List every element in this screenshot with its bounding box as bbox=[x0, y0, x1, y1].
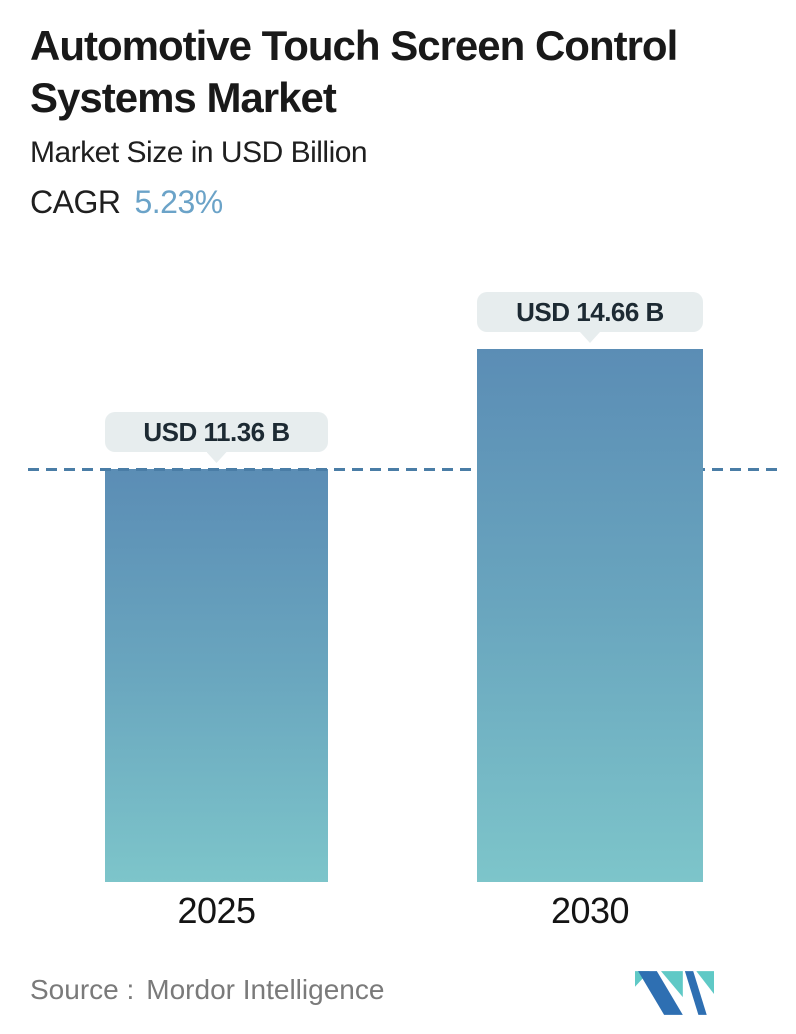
x-axis-label-2030: 2030 bbox=[550, 890, 630, 931]
logo-teal-wedge-top-left bbox=[635, 971, 650, 987]
tooltip-pointer bbox=[580, 332, 600, 343]
bar-group-2025: USD 11.36 B 2025 bbox=[105, 412, 328, 931]
cagr-label: CAGR bbox=[30, 184, 121, 220]
logo-blue-main-diagonal bbox=[638, 971, 683, 1015]
value-label-text: USD 14.66 B bbox=[516, 297, 664, 327]
tooltip-pointer bbox=[206, 452, 227, 463]
source-label: Source : bbox=[30, 974, 135, 1005]
bar-2025 bbox=[105, 469, 328, 882]
chart-subtitle: Market Size in USD Billion bbox=[30, 136, 368, 169]
cagr-row: CAGR 5.23% bbox=[30, 184, 223, 221]
reference-dashed-line bbox=[28, 468, 780, 471]
page-title: Automotive Touch Screen Control Systems … bbox=[30, 22, 678, 122]
logo-blue-right-diagonal bbox=[684, 971, 707, 1015]
source-name: Mordor Intelligence bbox=[146, 974, 385, 1005]
logo-teal-middle-triangle bbox=[660, 971, 683, 998]
value-label-text: USD 11.36 B bbox=[143, 417, 290, 447]
x-axis-label-2025: 2025 bbox=[177, 890, 256, 931]
value-label-2030: USD 14.66 B bbox=[477, 292, 703, 343]
value-label-2025: USD 11.36 B bbox=[105, 412, 328, 463]
bar-2030 bbox=[477, 349, 703, 882]
cagr-value: 5.23% bbox=[134, 184, 223, 220]
mordor-intelligence-logo bbox=[635, 971, 714, 1015]
source-attribution: Source : Mordor Intelligence bbox=[30, 974, 384, 1006]
bar-group-2030: USD 14.66 B 2030 bbox=[477, 292, 703, 931]
